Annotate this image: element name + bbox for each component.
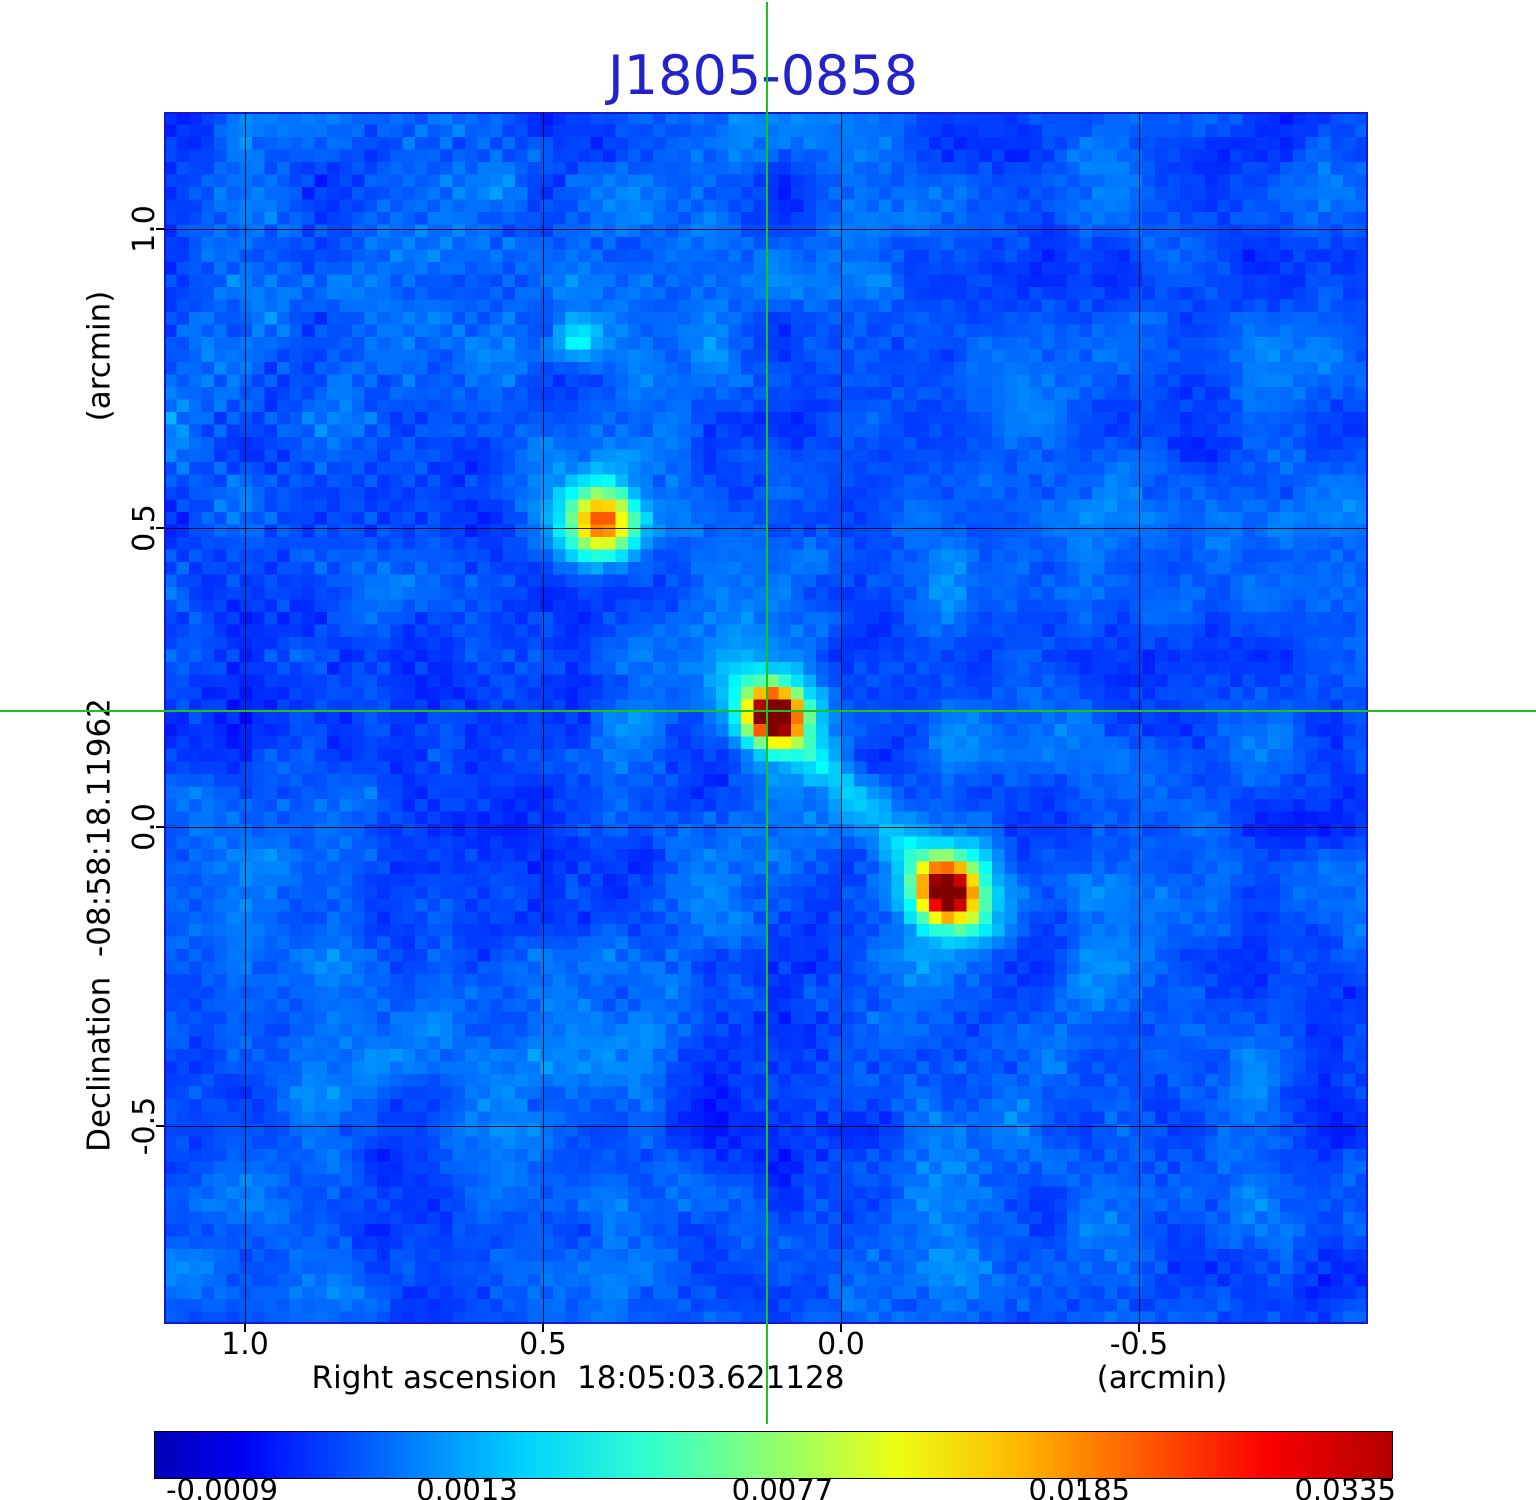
x-axis-tick [542, 1324, 545, 1332]
colorbar-tick-label: 0.0013 [416, 1473, 518, 1500]
y-axis-unit-label: (arcmin) [81, 290, 118, 422]
heatmap-canvas[interactable] [164, 112, 1368, 1324]
colorbar[interactable] [154, 1431, 1393, 1479]
x-tick-label: -0.5 [1109, 1327, 1169, 1362]
y-axis-label: Declination -08:58:18.11962 [81, 698, 118, 1152]
colorbar-tick-label: -0.0009 [166, 1473, 278, 1500]
figure-title: J1805-0858 [607, 44, 919, 107]
y-tick-label: -0.5 [127, 1096, 162, 1156]
colorbar-tick [465, 1479, 468, 1486]
y-gridline [164, 826, 1368, 828]
y-tick-label: 0.0 [127, 803, 162, 851]
y-axis-tick [156, 1124, 164, 1127]
colorbar-tick [1344, 1479, 1347, 1486]
x-axis-unit-label: (arcmin) [1096, 1360, 1228, 1396]
x-axis-tick [244, 1324, 247, 1332]
x-axis-tick [840, 1324, 842, 1332]
colorbar-tick-label: 0.0335 [1294, 1473, 1396, 1500]
x-gridline [841, 112, 842, 1324]
x-axis-label: Right ascension 18:05:03.621128 [311, 1360, 845, 1396]
y-axis-tick [156, 227, 164, 230]
colorbar-tick-label: 0.0185 [1028, 1473, 1131, 1500]
colorbar-tick [781, 1479, 784, 1486]
y-gridline [164, 527, 1368, 529]
y-tick-label: 0.5 [127, 504, 162, 552]
y-axis-tick [156, 526, 164, 529]
y-tick-label: 1.0 [127, 205, 162, 253]
x-gridline [245, 112, 247, 1324]
x-tick-label: 0.5 [519, 1327, 567, 1362]
x-gridline [1138, 112, 1140, 1324]
colorbar-tick-label: 0.0077 [731, 1473, 834, 1500]
x-tick-label: 1.0 [221, 1327, 269, 1362]
x-axis-tick [1137, 1324, 1140, 1332]
colorbar-tick [1078, 1479, 1081, 1486]
sky-map-plot[interactable] [164, 112, 1368, 1324]
x-tick-label: 0.0 [817, 1327, 865, 1362]
y-gridline [164, 1125, 1368, 1127]
y-axis-tick [156, 825, 164, 828]
x-gridline [543, 112, 545, 1324]
y-gridline [164, 228, 1368, 230]
